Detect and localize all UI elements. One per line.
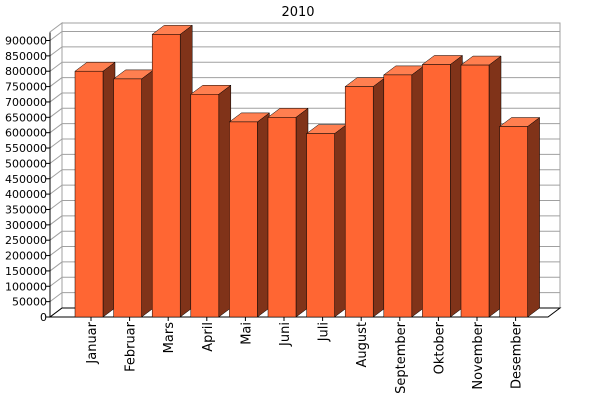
- bar-side: [488, 55, 502, 318]
- gridline-side: [49, 123, 63, 134]
- bar-side: [179, 24, 193, 318]
- bar-front: [229, 121, 258, 318]
- y-tick-label: 600000: [5, 127, 47, 140]
- y-tick-label: 550000: [5, 142, 47, 155]
- gridline-side: [49, 261, 63, 272]
- y-tick-label: 0: [40, 311, 47, 324]
- gridline-side: [49, 215, 63, 226]
- bar: [74, 61, 116, 318]
- bar: [421, 54, 464, 318]
- bar-front: [306, 133, 335, 318]
- gridline-side: [49, 61, 63, 72]
- y-tick-label: 150000: [5, 265, 47, 278]
- bar: [383, 65, 425, 318]
- bar-side: [450, 54, 463, 318]
- bar: [267, 107, 309, 318]
- y-tick-label: 100000: [5, 280, 47, 293]
- gridline-side: [49, 230, 63, 241]
- gridline-side: [49, 153, 63, 164]
- y-tick-label: 300000: [5, 219, 47, 232]
- bar: [190, 84, 232, 318]
- bars: [74, 24, 541, 318]
- gridline-side: [49, 246, 63, 256]
- gridline-side: [49, 184, 63, 195]
- bar-front: [460, 64, 490, 318]
- gridline-side: [49, 292, 63, 303]
- x-tick-label: Mars: [162, 322, 177, 354]
- y-tick-label: 750000: [5, 81, 47, 94]
- floor: [48, 307, 562, 318]
- bar-front: [499, 126, 528, 318]
- bar-side: [334, 124, 347, 318]
- y-tick-label: 500000: [5, 157, 47, 170]
- bar-side: [102, 61, 116, 318]
- x-tick-label: Mai: [239, 322, 254, 345]
- bar-front: [267, 117, 297, 318]
- y-tick-label: 900000: [5, 35, 47, 48]
- x-tick-label: Desember: [510, 321, 525, 389]
- x-tick-label: Februar: [124, 321, 139, 372]
- x-tick-label: November: [471, 321, 486, 389]
- x-tick-label: August: [355, 322, 370, 368]
- x-tick-label: Juni: [278, 322, 293, 347]
- y-tick-label: 50000: [12, 296, 47, 309]
- gridline-side: [49, 138, 63, 149]
- bar: [228, 112, 271, 318]
- bar-front: [151, 34, 181, 318]
- bar-front: [344, 86, 374, 318]
- bar-side: [218, 84, 232, 318]
- bar: [460, 55, 502, 318]
- x-tick-label: September: [394, 321, 409, 394]
- y-tick-label: 650000: [5, 111, 47, 124]
- y-tick-label: 450000: [5, 173, 47, 186]
- bar-front: [74, 70, 104, 318]
- y-tick-label: 800000: [5, 65, 47, 78]
- x-tick-label: Oktober: [432, 321, 447, 374]
- gridline-side: [49, 31, 63, 41]
- bar-side: [295, 107, 309, 318]
- gridline-side: [49, 46, 63, 57]
- y-tick-label: 350000: [5, 203, 47, 216]
- chart-title: 2010: [281, 5, 314, 20]
- bar-front: [422, 64, 451, 318]
- y-tick-label: 850000: [5, 50, 47, 63]
- bar-side: [411, 65, 425, 318]
- bar: [344, 77, 386, 318]
- gridline-side: [49, 169, 63, 180]
- bar-front: [113, 78, 142, 318]
- bar-front: [383, 74, 413, 318]
- bar: [305, 124, 348, 318]
- bar-front: [190, 94, 220, 318]
- bar-side: [372, 77, 386, 318]
- y-axis: 0 50000 100000 150000 200000 250000 300000 3500…: [5, 32, 51, 324]
- x-axis: Januar Februar Mars April Mai Juni Juli August S…: [85, 317, 525, 394]
- bar-side: [257, 112, 270, 318]
- y-tick-label: 250000: [5, 234, 47, 247]
- gridline-side: [49, 200, 63, 210]
- x-tick-label: Januar: [85, 321, 100, 364]
- x-tick-label: April: [201, 322, 216, 352]
- bar: [112, 69, 155, 318]
- bar: [151, 24, 193, 318]
- y-tick-label: 200000: [5, 250, 47, 263]
- gridline-side: [49, 276, 63, 287]
- bar-side: [527, 117, 540, 318]
- bar: [498, 117, 541, 318]
- gridline-side: [49, 107, 63, 118]
- gridline-side: [49, 77, 63, 87]
- y-tick-label: 700000: [5, 96, 47, 109]
- gridline-side: [49, 92, 63, 103]
- y-tick-label: 400000: [5, 188, 47, 201]
- x-tick-label: Juli: [317, 322, 332, 342]
- bar-side: [141, 69, 154, 318]
